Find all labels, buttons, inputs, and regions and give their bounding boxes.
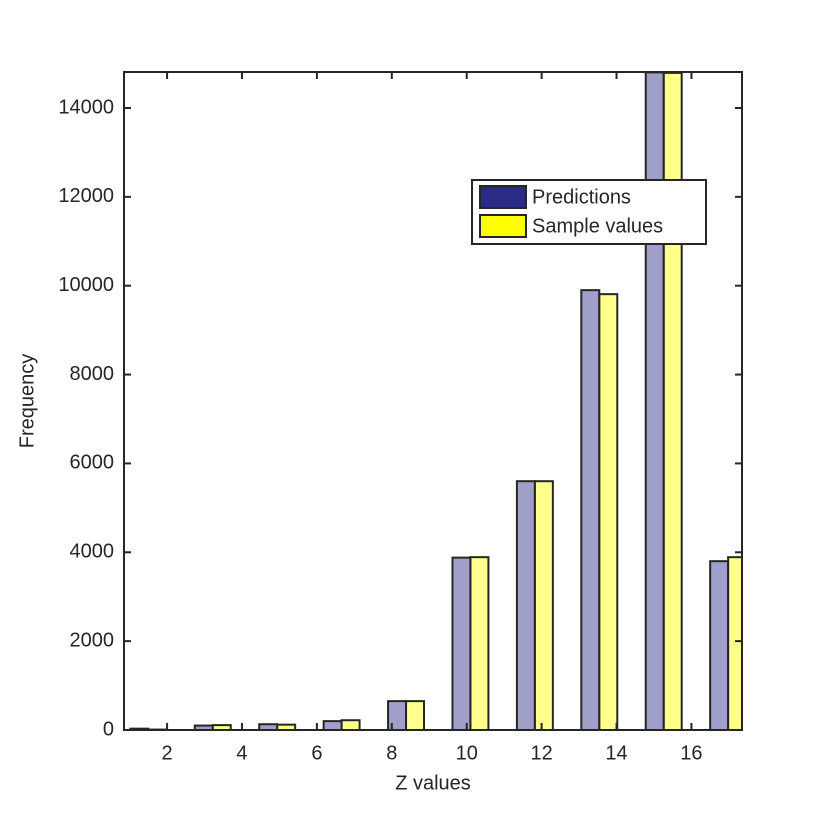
bar (469, 556, 490, 730)
axes-box (123, 71, 743, 731)
bar (644, 72, 665, 730)
y-tick-label: 8000 (70, 363, 115, 385)
y-tick-label: 12000 (58, 185, 114, 207)
y-tick-label: 10000 (58, 274, 114, 296)
legend-swatch (479, 214, 527, 238)
bar (709, 560, 730, 730)
legend-label: Predictions (532, 186, 631, 208)
x-tick-label: 4 (236, 742, 247, 764)
y-tick-label: 2000 (70, 629, 115, 651)
x-tick-label: 2 (162, 742, 173, 764)
x-tick-label: 8 (386, 742, 397, 764)
bar (340, 719, 361, 730)
x-tick-label: 14 (605, 742, 627, 764)
bar (387, 700, 408, 730)
legend-label: Sample values (532, 215, 663, 237)
bar (727, 556, 742, 730)
x-tick-label: 10 (456, 742, 478, 764)
y-axis-label: Frequency (16, 354, 38, 449)
x-tick-label: 16 (680, 742, 702, 764)
x-tick-label: 12 (530, 742, 552, 764)
y-tick-label: 6000 (70, 452, 115, 474)
bar (580, 289, 601, 730)
bar (451, 556, 472, 730)
bar (322, 720, 343, 730)
bar (515, 480, 536, 730)
y-tick-label: 14000 (58, 96, 114, 118)
bar (662, 72, 683, 730)
bar (405, 700, 426, 730)
x-axis-label: Z values (395, 772, 471, 794)
bars (129, 72, 742, 730)
legend-swatch (479, 185, 527, 209)
x-tick-label: 6 (311, 742, 322, 764)
bar (598, 293, 619, 730)
bar (533, 480, 554, 730)
y-tick-label: 0 (103, 718, 114, 740)
y-tick-label: 4000 (70, 541, 115, 563)
